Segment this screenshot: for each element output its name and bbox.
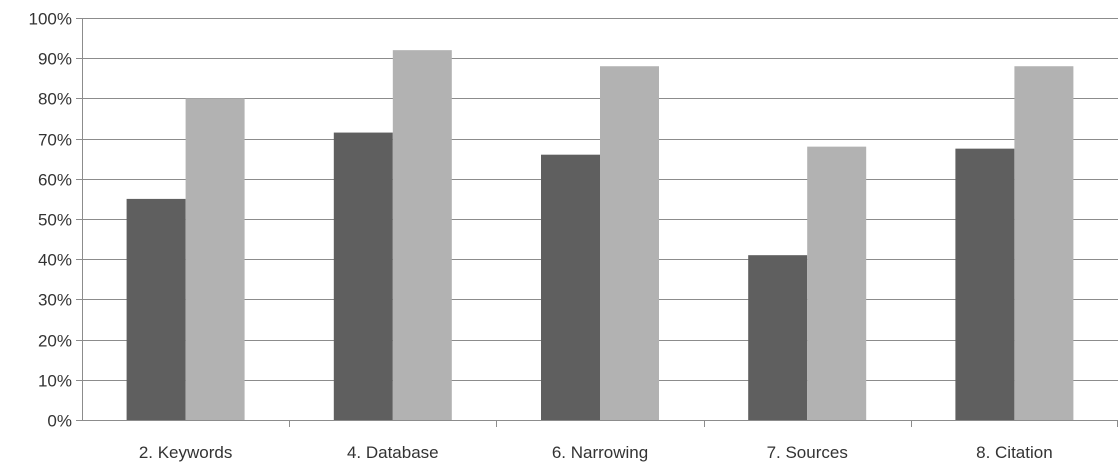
bar (126, 198, 186, 420)
y-tick-label: 80% (38, 90, 72, 109)
axes (76, 18, 1118, 427)
y-tick-label: 100% (29, 10, 72, 29)
y-tick-label: 60% (38, 171, 72, 190)
bar (807, 146, 867, 420)
y-tick-label: 50% (38, 211, 72, 230)
y-tick-label: 30% (38, 291, 72, 310)
y-tick-label: 0% (47, 412, 72, 431)
y-axis-tick-labels: 0% 10% 20% 30% 40% 50% 60% 70% 80% 90% 100% (29, 10, 72, 431)
x-axis-category-labels: 2. Keywords 4. Database 6. Narrowing 7. Sou… (139, 443, 1053, 462)
x-category-label: 4. Database (347, 443, 439, 462)
x-category-label: 8. Citation (976, 443, 1053, 462)
bars (126, 50, 1074, 421)
bar (1014, 66, 1074, 421)
x-category-label: 2. Keywords (139, 443, 233, 462)
bar (185, 98, 245, 421)
y-tick-label: 20% (38, 332, 72, 351)
y-tick-label: 90% (38, 50, 72, 69)
bar (333, 132, 393, 420)
bar (955, 148, 1015, 420)
y-tick-label: 70% (38, 131, 72, 150)
bar (748, 255, 808, 420)
bar (541, 154, 600, 420)
bar (392, 50, 452, 420)
y-tick-label: 10% (38, 372, 72, 391)
x-category-label: 7. Sources (767, 443, 848, 462)
y-tick-label: 40% (38, 251, 72, 270)
x-category-label: 6. Narrowing (552, 443, 648, 462)
bar (600, 66, 659, 421)
